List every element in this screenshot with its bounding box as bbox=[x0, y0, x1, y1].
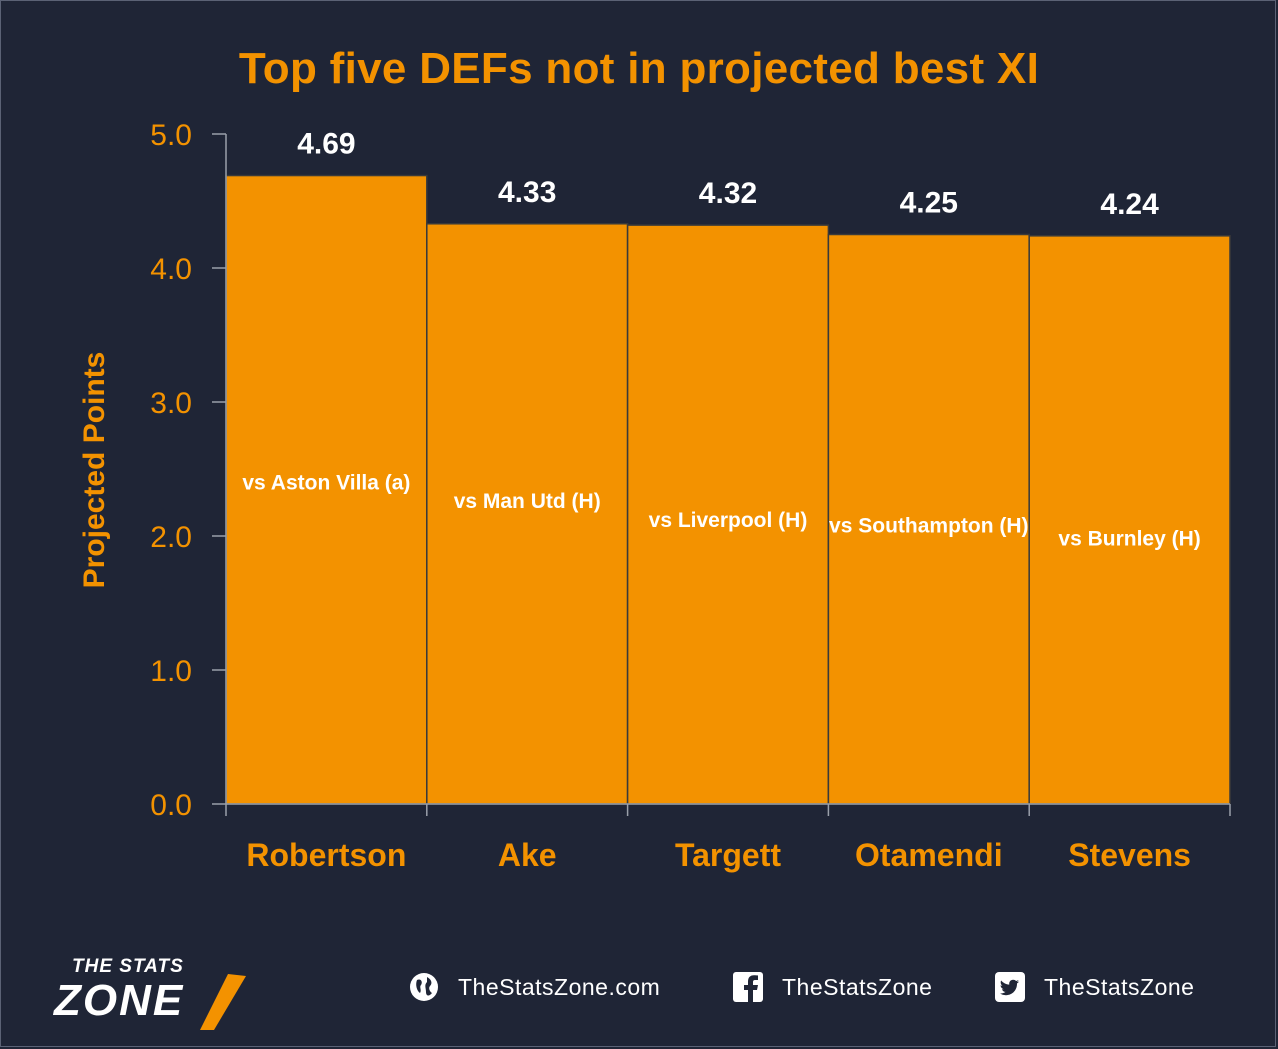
footer: THE STATS ZONE TheStatsZone.com TheStats… bbox=[0, 940, 1278, 1040]
data-label: 4.32 bbox=[699, 177, 757, 210]
twitter-icon bbox=[995, 972, 1025, 1002]
y-tick-label: 0.0 bbox=[150, 789, 192, 822]
globe-icon bbox=[410, 973, 438, 1001]
data-label: 4.24 bbox=[1100, 188, 1159, 221]
bar-stevens bbox=[1028, 235, 1231, 805]
twitter-link[interactable]: TheStatsZone bbox=[994, 970, 1194, 1004]
y-tick-label: 5.0 bbox=[150, 119, 192, 152]
chart-title: Top five DEFs not in projected best XI bbox=[238, 44, 1040, 93]
facebook-label: TheStatsZone bbox=[782, 973, 933, 1000]
brand-logo: THE STATS ZONE bbox=[50, 952, 280, 1042]
facebook-icon bbox=[733, 972, 763, 1002]
category-label: Otamendi bbox=[855, 837, 1003, 873]
bar-otamendi bbox=[827, 233, 1030, 805]
fixture-annotation: vs Aston Villa (a) bbox=[242, 471, 410, 494]
fixture-annotation: vs Liverpool (H) bbox=[649, 509, 808, 532]
category-label: Ake bbox=[498, 837, 557, 873]
bar-robertson bbox=[225, 174, 428, 805]
facebook-link[interactable]: TheStatsZone bbox=[732, 970, 932, 1004]
twitter-label: TheStatsZone bbox=[1044, 973, 1195, 1000]
data-label: 4.25 bbox=[900, 187, 958, 220]
logo-text-top: THE STATS bbox=[72, 956, 184, 977]
y-tick-label: 4.0 bbox=[150, 253, 192, 286]
category-label: Stevens bbox=[1068, 837, 1191, 873]
website-label: TheStatsZone.com bbox=[458, 973, 661, 1000]
logo-text-bottom: ZONE bbox=[54, 976, 185, 1025]
bar-targett bbox=[626, 224, 830, 805]
fixture-annotation: vs Man Utd (H) bbox=[454, 490, 601, 513]
data-label: 4.33 bbox=[498, 176, 556, 209]
bar-ake bbox=[426, 223, 629, 805]
data-label: 4.69 bbox=[297, 128, 355, 161]
fixture-annotation: vs Burnley (H) bbox=[1058, 528, 1200, 551]
y-tick-label: 3.0 bbox=[150, 387, 192, 420]
fixture-annotation: vs Southampton (H) bbox=[829, 514, 1029, 537]
bar-chart: 0.0 1.0 2.0 3.0 4.0 5.0 Robertson 4.69 vs Aston … bbox=[78, 119, 1231, 873]
website-link[interactable]: TheStatsZone.com bbox=[408, 970, 660, 1004]
y-tick-label: 1.0 bbox=[150, 655, 192, 688]
category-label: Targett bbox=[675, 837, 781, 873]
logo-swoosh-icon bbox=[200, 974, 246, 1030]
category-label: Robertson bbox=[246, 837, 406, 873]
y-axis-label: Projected Points bbox=[78, 352, 111, 589]
y-tick-label: 2.0 bbox=[150, 521, 192, 554]
